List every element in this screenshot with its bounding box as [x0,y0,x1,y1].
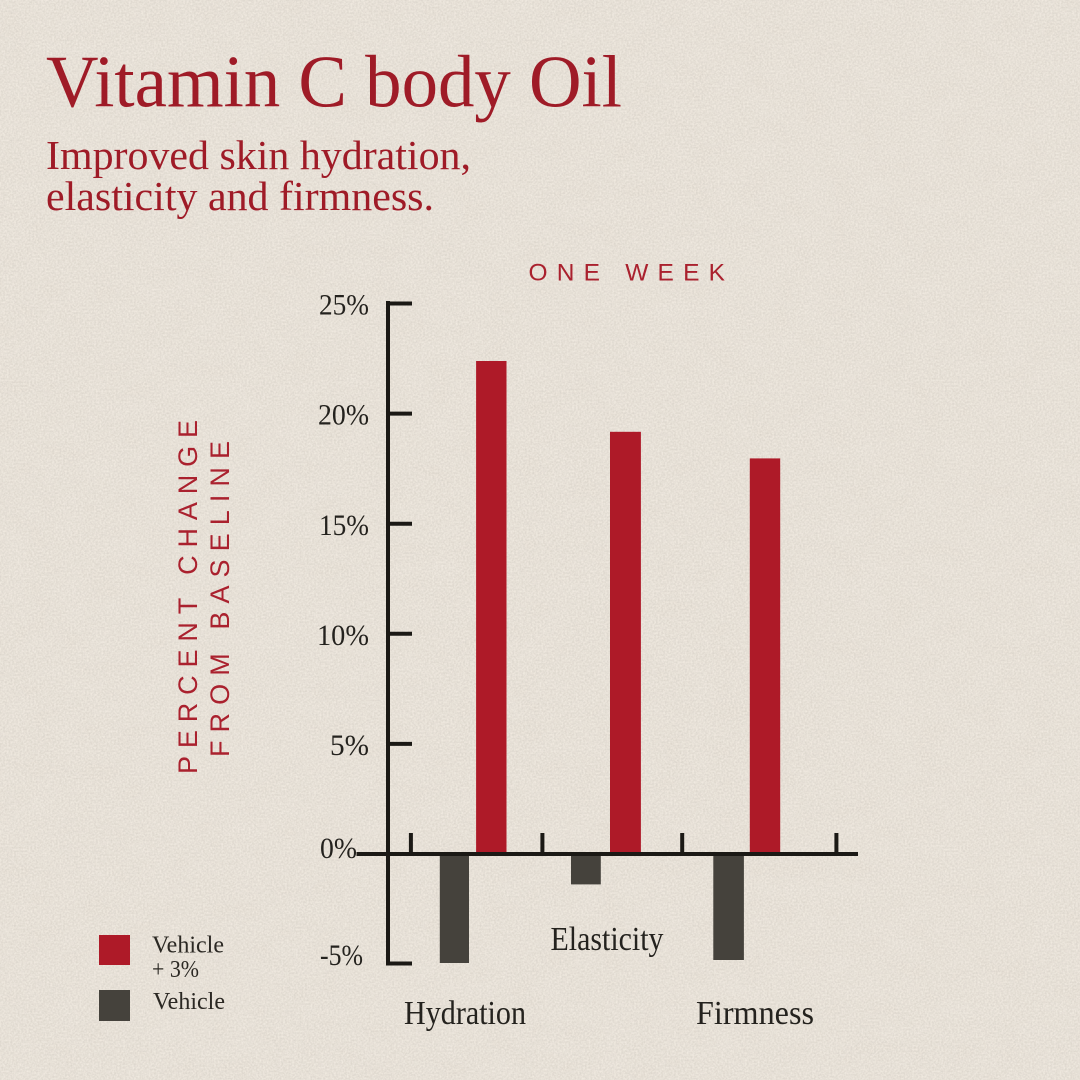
svg-text:ONE WEEK: ONE WEEK [529,260,735,287]
svg-text:Improved skin hydration,: Improved skin hydration, [46,132,471,178]
svg-text:FROM BASELINE: FROM BASELINE [205,435,235,757]
svg-text:Vehicle: Vehicle [152,933,224,959]
svg-text:Vehicle: Vehicle [153,989,225,1015]
svg-text:+ 3%: + 3% [152,957,199,983]
svg-text:Elasticity: Elasticity [551,921,664,958]
svg-text:-5%: -5% [320,939,363,972]
svg-text:Hydration: Hydration [404,995,526,1032]
svg-text:20%: 20% [318,399,369,432]
svg-text:5%: 5% [330,729,369,762]
svg-text:25%: 25% [319,289,369,322]
svg-text:10%: 10% [317,619,369,652]
svg-text:0%: 0% [320,832,357,865]
svg-text:elasticity and firmness.: elasticity and firmness. [46,173,434,219]
svg-text:Firmness: Firmness [696,995,814,1032]
svg-text:PERCENT CHANGE: PERCENT CHANGE [173,414,203,774]
svg-text:Vitamin C body Oil: Vitamin C body Oil [46,42,622,124]
svg-text:15%: 15% [319,509,369,542]
